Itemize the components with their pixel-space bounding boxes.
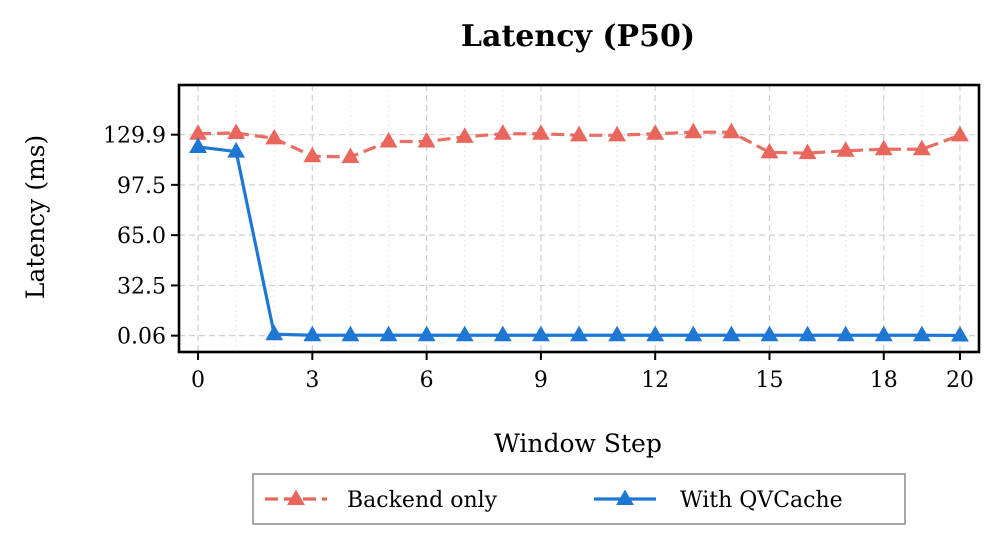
data-point-1 xyxy=(836,325,855,342)
data-point-0 xyxy=(608,125,627,142)
x-tick-label: 12 xyxy=(641,368,669,393)
data-point-1 xyxy=(608,325,627,342)
data-point-0 xyxy=(951,125,969,142)
data-point-0 xyxy=(493,124,512,140)
data-point-0 xyxy=(798,143,817,160)
grid xyxy=(179,85,979,352)
series-layer xyxy=(189,122,969,342)
x-tick-label: 0 xyxy=(191,368,205,393)
data-point-0 xyxy=(912,139,931,156)
data-point-1 xyxy=(951,325,969,342)
data-point-0 xyxy=(455,127,474,143)
data-point-0 xyxy=(379,131,398,148)
data-point-0 xyxy=(341,147,360,163)
data-point-1 xyxy=(646,325,665,342)
data-point-1 xyxy=(303,325,322,342)
legend-label-1: With QVCache xyxy=(680,488,843,513)
data-point-0 xyxy=(874,139,893,156)
y-axis-label: Latency (ms) xyxy=(21,135,50,300)
data-point-0 xyxy=(227,123,246,140)
data-point-1 xyxy=(417,325,436,342)
data-point-0 xyxy=(646,124,665,140)
data-point-0 xyxy=(531,124,550,140)
data-point-1 xyxy=(493,325,512,342)
x-tick-label: 3 xyxy=(305,368,319,393)
y-tick-label: 0.06 xyxy=(117,325,166,350)
x-tick-label: 15 xyxy=(755,368,783,393)
plot-frame xyxy=(177,83,981,354)
data-point-1 xyxy=(227,142,246,158)
legend-marker-1 xyxy=(616,489,634,506)
data-point-1 xyxy=(684,325,703,342)
data-point-1 xyxy=(341,325,360,342)
legend-marker-0 xyxy=(287,489,305,506)
data-point-1 xyxy=(265,324,284,341)
data-point-0 xyxy=(417,131,436,148)
y-tick-label: 129.9 xyxy=(103,124,166,149)
data-point-1 xyxy=(379,325,398,342)
legend: Backend only With QVCache xyxy=(252,473,906,525)
axes: 0 3 6 9 12 15 18 20 0.06 32.5 65.0 97.5 129.9 xyxy=(103,83,981,393)
x-axis-label: Window Step xyxy=(494,429,662,458)
data-point-0 xyxy=(265,128,284,145)
y-tick-label: 65.0 xyxy=(117,224,166,249)
x-tick-label: 9 xyxy=(534,368,548,393)
y-tick-label: 97.5 xyxy=(117,174,166,199)
data-point-0 xyxy=(684,122,703,139)
y-tick-label: 32.5 xyxy=(117,274,166,299)
data-point-1 xyxy=(912,325,931,342)
data-point-1 xyxy=(798,325,817,342)
x-tick-label: 20 xyxy=(946,368,974,393)
data-point-0 xyxy=(303,146,322,163)
data-point-0 xyxy=(722,122,741,139)
data-point-1 xyxy=(760,325,779,342)
data-point-1 xyxy=(874,325,893,342)
data-point-1 xyxy=(722,325,741,342)
legend-box xyxy=(252,473,906,525)
x-tick-label: 6 xyxy=(420,368,434,393)
data-point-0 xyxy=(760,142,779,159)
data-point-0 xyxy=(570,125,588,142)
data-point-1 xyxy=(531,325,550,342)
data-point-0 xyxy=(836,141,855,157)
legend-label-0: Backend only xyxy=(347,488,498,513)
chart-title: Latency (P50) xyxy=(461,19,695,54)
data-point-1 xyxy=(570,325,588,342)
data-point-1 xyxy=(189,137,207,153)
data-point-1 xyxy=(455,325,474,342)
x-tick-label: 18 xyxy=(870,368,898,393)
